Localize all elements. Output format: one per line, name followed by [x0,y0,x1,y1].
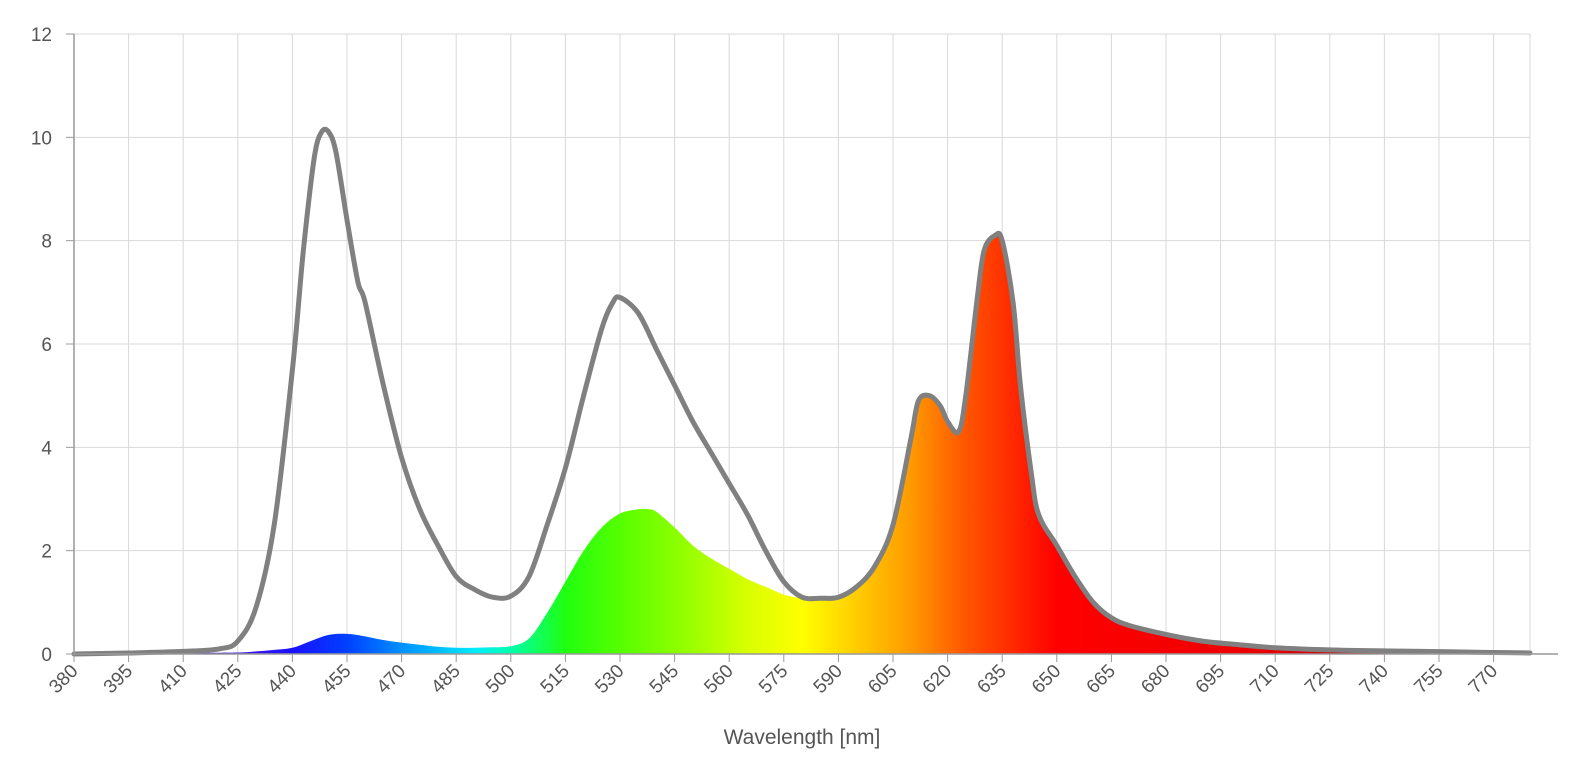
x-tick-label: 425 [209,661,246,698]
x-tick-label: 500 [482,661,519,698]
y-tick-label: 2 [41,542,52,563]
x-tick-label: 725 [1301,661,1338,698]
x-tick-label: 650 [1028,661,1065,698]
y-tick-label: 10 [31,128,52,149]
outline-line [71,126,1533,657]
y-tick-label: 0 [41,645,52,666]
x-tick-label: 470 [373,661,410,698]
grid-lines [73,33,1531,655]
x-tick-label: 665 [1083,661,1120,698]
x-tick-label: 395 [100,661,137,698]
x-tick-label: 590 [810,661,847,698]
x-tick-label: 620 [919,661,956,698]
x-tick-label: 770 [1465,661,1502,698]
x-tick-label: 455 [318,661,355,698]
x-tick-label: 680 [1137,661,1174,698]
x-tick-label: 380 [45,661,82,698]
y-tick-label: 6 [41,335,52,356]
x-tick-label: 545 [646,661,683,698]
y-tick-label: 12 [31,25,52,46]
x-tick-label: 485 [427,661,464,698]
x-axis-title: Wavelength [nm] [724,726,881,749]
x-tick-label: 695 [1192,661,1229,698]
x-tick-label: 575 [755,661,792,698]
y-tick-labels: 0 2 4 6 8 10 12 [31,25,53,666]
x-tick-label: 710 [1246,661,1283,698]
x-tick-label: 440 [264,661,301,698]
x-tick-label: 560 [700,661,737,698]
x-tick-label: 530 [591,661,628,698]
axes [66,33,1558,662]
x-tick-label: 515 [537,661,574,698]
x-tick-label: 740 [1356,661,1393,698]
y-tick-label: 8 [41,232,52,253]
x-tick-label: 635 [973,661,1010,698]
y-tick-label: 4 [41,438,52,459]
x-tick-label: 755 [1410,661,1447,698]
x-tick-label: 605 [864,661,901,698]
outline-path [71,126,1533,657]
x-tick-labels: 380 395 410 425 440 455 470 485 500 515 530 545 560 5… [45,661,1502,698]
x-tick-label: 410 [154,661,191,698]
